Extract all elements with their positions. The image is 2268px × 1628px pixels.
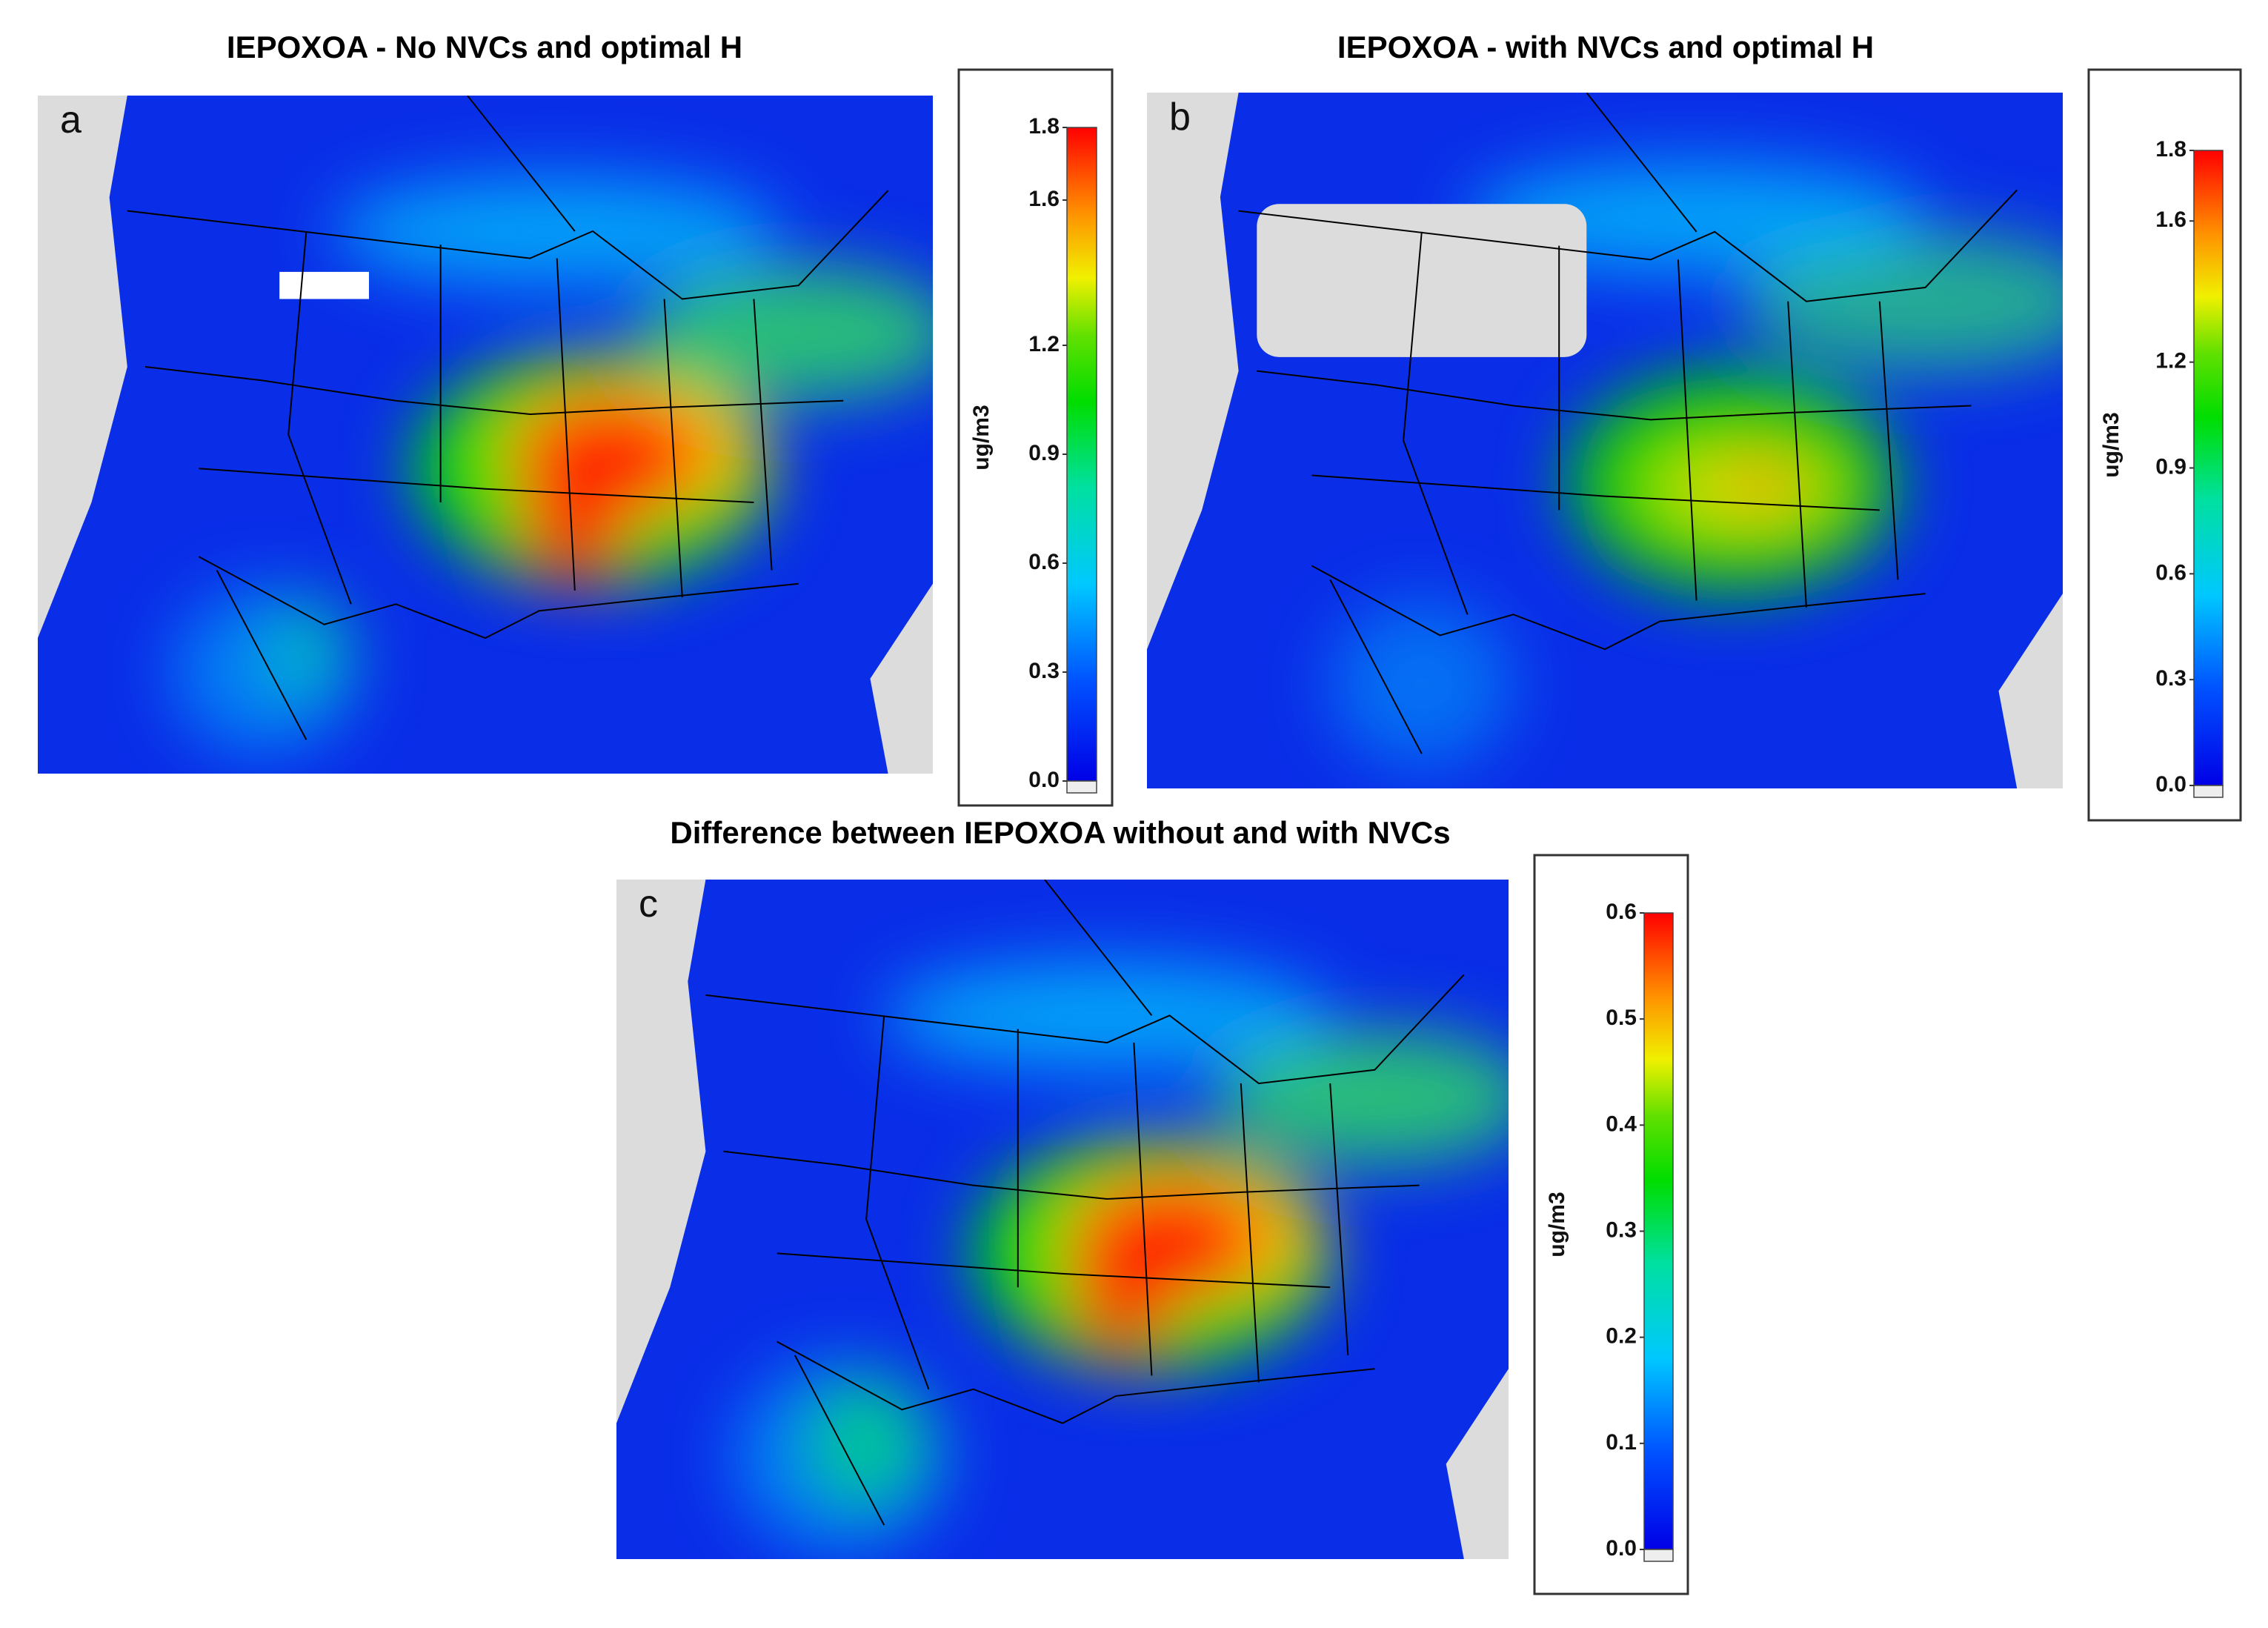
border-line	[1133, 1043, 1153, 1376]
colorbar-tick-label: 0.3	[1028, 659, 1060, 683]
concentration-blob	[1071, 1219, 1179, 1355]
concentration-blob	[172, 590, 351, 754]
panel-title: Difference between IEPOXOA without and w…	[670, 815, 1450, 850]
colorbar-tick-label: 0.3	[2155, 666, 2186, 691]
panel-letter: c	[639, 883, 658, 926]
concentration-blob	[884, 961, 1331, 1070]
concentration-field	[172, 176, 933, 754]
colorbar	[1066, 127, 1097, 782]
colorbar-tick-label: 0.9	[1028, 441, 1060, 465]
map-panel: c Difference between IEPOXOA without and …	[616, 815, 1689, 1595]
concentration-blob	[1715, 461, 1806, 504]
border-line	[1787, 301, 1807, 608]
map-content	[1147, 93, 2063, 788]
colorbar-underflow	[1066, 780, 1097, 794]
border-line	[216, 570, 307, 740]
border-line	[1240, 1083, 1260, 1383]
border-line	[1403, 231, 1469, 615]
concentration-blob	[333, 176, 781, 286]
colorbar-tick-label: 0.6	[1606, 900, 1637, 924]
concentration-blob	[1742, 231, 2063, 371]
border-line	[1238, 189, 2018, 302]
map-content	[616, 880, 1509, 1559]
border-line	[199, 468, 754, 503]
colorbar-tick-label: 1.8	[1028, 114, 1060, 139]
border-line	[1329, 579, 1423, 754]
concentration-blob	[637, 265, 933, 401]
border-line	[556, 258, 576, 591]
border-line	[127, 190, 889, 300]
colorbar	[1643, 912, 1674, 1550]
border-line	[1044, 880, 1153, 1017]
colorbar-tick-label: 0.6	[2155, 560, 2186, 585]
border-line	[467, 96, 576, 232]
colorbar-tick-label: 0.0	[1606, 1536, 1637, 1561]
map-content	[38, 96, 933, 774]
colorbar-tick-label: 1.2	[2155, 349, 2186, 373]
colorbar-tick-label: 0.2	[1606, 1324, 1637, 1349]
colorbar-tick-label: 0.6	[1028, 550, 1060, 574]
border-line	[1311, 474, 1880, 511]
border-line	[1311, 565, 1926, 651]
border-line	[776, 1340, 1375, 1424]
panel-letter: a	[60, 99, 82, 142]
panel-title: IEPOXOA - with NVCs and optimal H	[1337, 30, 1874, 64]
colorbar	[2193, 150, 2224, 786]
colorbar-unit: ug/m3	[2099, 412, 2124, 477]
colorbar-tick-label: 0.0	[1028, 768, 1060, 792]
colorbar-tick-label: 0.1	[1606, 1430, 1637, 1455]
border-line	[144, 366, 844, 416]
border-line	[1329, 1083, 1349, 1355]
colorbar-tick-label: 0.0	[2155, 772, 2186, 797]
border-line	[723, 1150, 1420, 1200]
border-line	[1878, 301, 1899, 580]
missing-region	[1257, 204, 1587, 357]
colorbar-tick-label: 1.6	[2155, 207, 2186, 232]
border-line	[663, 299, 683, 598]
panel-title: IEPOXOA - No NVCs and optimal H	[227, 30, 742, 64]
border-line	[776, 1252, 1331, 1289]
colorbar-tick-label: 0.4	[1606, 1112, 1637, 1136]
concentration-field	[732, 961, 1509, 1552]
border-line	[753, 299, 773, 571]
border-line	[198, 556, 799, 639]
border-line	[1677, 259, 1697, 601]
border-line	[287, 230, 352, 605]
colorbar-underflow	[1643, 1549, 1674, 1562]
colorbar-unit: ug/m3	[969, 405, 994, 470]
colorbar-tick-label: 1.8	[2155, 137, 2186, 162]
colorbar-tick-label: 0.5	[1606, 1006, 1637, 1030]
concentration-blob	[1330, 600, 1514, 768]
border-line	[705, 974, 1465, 1085]
colorbar-unit: ug/m3	[1545, 1192, 1569, 1257]
map-panel: a IEPOXOA - No NVCs and optimal H 0.0 0.3 0.…	[38, 30, 1114, 807]
concentration-blob	[1214, 1029, 1509, 1166]
map-panel: b IEPOXOA - with NVCs and optimal H 0.0 0.3…	[1147, 30, 2242, 822]
missing-region	[279, 271, 369, 299]
border-line	[1257, 370, 1972, 421]
colorbar-tick-label: 0.3	[1606, 1217, 1637, 1242]
panel-letter: b	[1169, 96, 1191, 139]
concentration-blob	[732, 1362, 947, 1552]
border-line	[1586, 93, 1697, 233]
colorbar-tick-label: 0.9	[2155, 454, 2186, 479]
colorbar-tick-label: 1.6	[1028, 187, 1060, 211]
colorbar-underflow	[2193, 785, 2224, 798]
border-line	[794, 1355, 885, 1526]
concentration-blob	[521, 448, 629, 584]
colorbar-tick-label: 1.2	[1028, 332, 1060, 356]
border-line	[865, 1015, 930, 1390]
